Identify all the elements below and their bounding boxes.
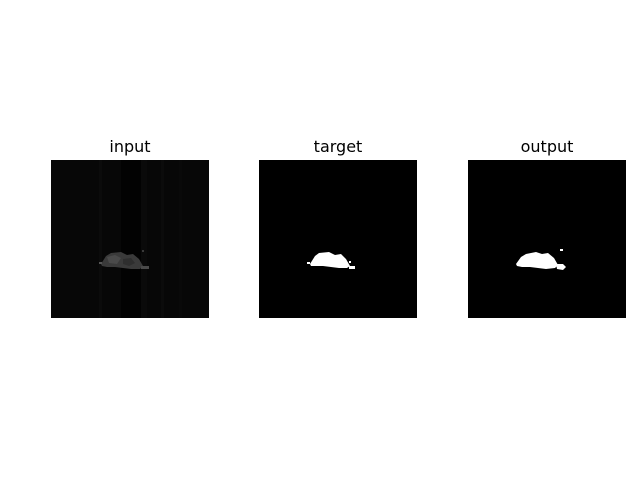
target-panel: target (259, 136, 417, 320)
input-title: input (109, 137, 151, 156)
input-panel: input (51, 136, 209, 320)
input-image (51, 160, 209, 318)
target-image (259, 160, 417, 318)
output-image (468, 160, 626, 318)
target-title: target (313, 137, 363, 156)
output-title: output (520, 137, 574, 156)
output-panel: output (468, 136, 626, 320)
